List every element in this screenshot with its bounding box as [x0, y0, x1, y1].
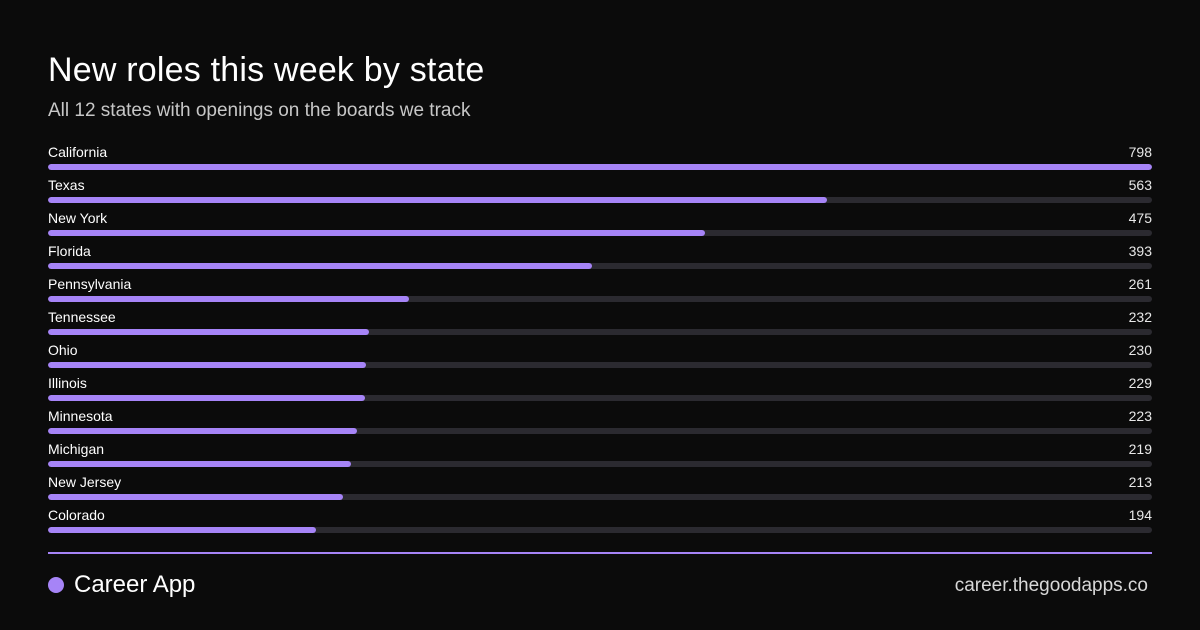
bar [48, 428, 357, 434]
bar-value-label: 261 [1128, 276, 1152, 292]
bar-track [48, 197, 1152, 203]
bar-label: Illinois [48, 375, 87, 391]
bar-track [48, 395, 1152, 401]
bar-row: New Jersey 213 [48, 473, 1152, 506]
bar-value-label: 563 [1128, 177, 1152, 193]
chart-subtitle: All 12 states with openings on the board… [48, 100, 471, 121]
bar-value-label: 213 [1128, 474, 1152, 490]
bar-row: California 798 [48, 143, 1152, 176]
bar-label: Florida [48, 243, 91, 259]
bar-label: Michigan [48, 441, 105, 457]
bar-track [48, 296, 1152, 302]
bar-value-label: 475 [1128, 210, 1152, 226]
bar-track [48, 164, 1152, 170]
bar [48, 329, 369, 335]
bar [48, 164, 1152, 170]
bar-row: Minnesota 223 [48, 407, 1152, 440]
bar-track [48, 461, 1152, 467]
bar-label: New Jersey [48, 474, 122, 490]
bar-chart: California 798 Texas 563 New York 475 Florida 3… [48, 143, 1152, 539]
bar-value-label: 393 [1128, 243, 1152, 259]
bar-label: New York [48, 210, 108, 226]
chart-title: New roles this week by state [48, 51, 485, 89]
bar [48, 362, 366, 368]
bar-label: Pennsylvania [48, 276, 132, 292]
bar-row: Michigan 219 [48, 440, 1152, 473]
bar [48, 461, 351, 467]
site-url: career.thegoodapps.co [954, 575, 1148, 596]
bar-row: Tennessee 232 [48, 308, 1152, 341]
brand-name: Career App [74, 571, 196, 598]
bar-label: Tennessee [48, 309, 116, 325]
bar [48, 296, 409, 302]
bar-row: Ohio 230 [48, 341, 1152, 374]
bar-value-label: 232 [1128, 309, 1152, 325]
bar-track [48, 527, 1152, 533]
bar-track [48, 230, 1152, 236]
bar-track [48, 329, 1152, 335]
footer: Career App career.thegoodapps.co [48, 566, 1152, 602]
footer-divider [48, 552, 1152, 554]
bar-label: Ohio [48, 342, 78, 358]
bar [48, 395, 365, 401]
bar-value-label: 798 [1128, 144, 1152, 160]
bar-track [48, 494, 1152, 500]
bar-value-label: 223 [1128, 408, 1152, 424]
bar-row: Illinois 229 [48, 374, 1152, 407]
bar-track [48, 263, 1152, 269]
bar-label: Colorado [48, 507, 105, 523]
bar-value-label: 194 [1128, 507, 1152, 523]
bar-row: Florida 393 [48, 242, 1152, 275]
bar-row: Pennsylvania 261 [48, 275, 1152, 308]
bar-value-label: 229 [1128, 375, 1152, 391]
bar [48, 230, 705, 236]
bar-label: Texas [48, 177, 85, 193]
bar [48, 527, 316, 533]
bar [48, 494, 343, 500]
bar-label: Minnesota [48, 408, 113, 424]
bar-value-label: 230 [1128, 342, 1152, 358]
bar-value-label: 219 [1128, 441, 1152, 457]
bar-track [48, 362, 1152, 368]
bar-track [48, 428, 1152, 434]
bar-label: California [48, 144, 108, 160]
bar [48, 263, 592, 269]
brand-dot-icon [48, 577, 64, 593]
bar [48, 197, 827, 203]
bar-row: New York 475 [48, 209, 1152, 242]
bar-row: Texas 563 [48, 176, 1152, 209]
bar-row: Colorado 194 [48, 506, 1152, 539]
